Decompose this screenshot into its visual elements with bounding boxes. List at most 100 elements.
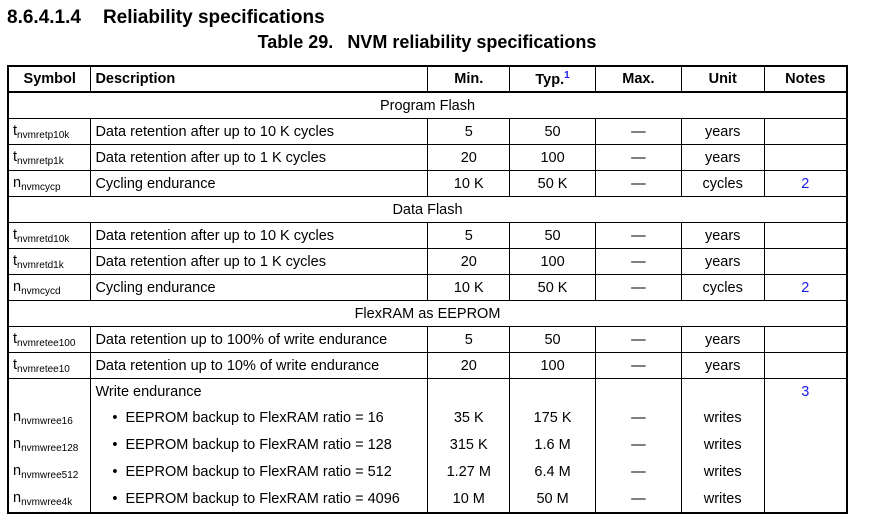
column-header: Max. <box>594 66 682 93</box>
typ: 50 <box>544 331 561 348</box>
column-header-text: Min. <box>454 71 484 87</box>
symbol: t <box>13 252 18 269</box>
notes-cell <box>763 248 848 275</box>
unit-cell: years <box>680 144 765 171</box>
notes-cell <box>763 458 848 485</box>
symbol: t <box>13 122 18 139</box>
spec-row: tnvmretp1k Data retention after up to 1 K… <box>7 144 848 171</box>
max: — <box>631 175 646 192</box>
symbol-cell <box>7 378 92 404</box>
max-cell: — <box>594 326 682 353</box>
min: 5 <box>464 123 473 140</box>
symbol-subscript: nvmretee10 <box>17 363 70 375</box>
unit: years <box>704 357 741 374</box>
symbol-subscript: nvmcycd <box>21 285 61 297</box>
notes-cell <box>763 222 848 249</box>
min: 20 <box>460 253 477 270</box>
symbol: n <box>13 489 22 506</box>
typ-cell: 6.4 M <box>509 458 596 485</box>
symbol-subscript: nvmwree512 <box>21 469 79 481</box>
description-cell: • EEPROM backup to FlexRAM ratio = 512 <box>90 458 429 485</box>
footnote-ref: 1 <box>564 70 570 82</box>
caption-label: Table 29. <box>257 32 334 52</box>
header-row: Symbol Description Min. Typ.1 Max. Unit Notes <box>7 66 848 93</box>
notes-cell: 2 <box>763 274 848 301</box>
bullet: • <box>112 463 118 480</box>
section-title: Program Flash <box>379 97 476 114</box>
min-cell: 10 K <box>427 170 511 197</box>
max-cell: — <box>594 404 682 431</box>
column-header: Min. <box>427 66 511 93</box>
unit-cell: years <box>680 222 765 249</box>
section-title: Data Flash <box>392 201 463 218</box>
unit-cell: writes <box>680 404 765 431</box>
typ-cell: 50 <box>509 326 596 353</box>
description: Data retention after up to 10 K cycles <box>95 227 335 244</box>
symbol: n <box>13 174 22 191</box>
typ-cell: 50 <box>509 118 596 145</box>
max: — <box>631 149 646 166</box>
max: — <box>631 279 646 296</box>
symbol-cell: tnvmretp10k <box>7 118 92 145</box>
section-number: 8.6.4.1.4 <box>7 7 81 28</box>
max: — <box>631 409 646 426</box>
unit: writes <box>703 436 742 453</box>
min-cell: 1.27 M <box>427 458 511 485</box>
min-cell: 20 <box>427 248 511 275</box>
bullet: • <box>112 490 118 507</box>
spec-row: tnvmretd10k Data retention after up to 10… <box>7 222 848 249</box>
notes-cell <box>763 404 848 431</box>
caption-text: NVM reliability specifications <box>347 32 597 52</box>
min: 10 M <box>452 490 485 507</box>
description-cell: • EEPROM backup to FlexRAM ratio = 128 <box>90 431 429 458</box>
min-cell: 10 K <box>427 274 511 301</box>
max-cell <box>594 378 682 404</box>
min-cell: 315 K <box>427 431 511 458</box>
unit-cell: writes <box>680 431 765 458</box>
typ: 175 K <box>533 409 572 426</box>
notes-cell: 3 <box>763 378 848 404</box>
min-cell: 5 <box>427 118 511 145</box>
min: 5 <box>464 331 473 348</box>
spec-row: nnvmcycd Cycling endurance 10 K 50 K — cycles… <box>7 274 848 301</box>
unit-cell: years <box>680 248 765 275</box>
symbol-subscript: nvmcycp <box>21 181 61 193</box>
unit: years <box>704 331 741 348</box>
description: EEPROM backup to FlexRAM ratio = 512 <box>125 463 392 480</box>
notes: 2 <box>801 279 810 296</box>
min: 5 <box>464 227 473 244</box>
description: Write endurance <box>95 383 202 400</box>
min-cell: 35 K <box>427 404 511 431</box>
unit-cell <box>680 378 765 404</box>
section-heading: 8.6.4.1.4 Reliability specifications <box>7 7 325 29</box>
typ-cell: 1.6 M <box>509 431 596 458</box>
section-title: Reliability specifications <box>102 7 325 28</box>
spec-table: Symbol Description Min. Typ.1 Max. Unit Notes P… <box>7 65 848 514</box>
symbol: n <box>13 435 22 452</box>
symbol-cell: tnvmretd1k <box>7 248 92 275</box>
min-cell: 20 <box>427 352 511 379</box>
max-cell: — <box>594 458 682 485</box>
symbol-cell: nnvmwree4k <box>7 485 92 513</box>
max: — <box>631 123 646 140</box>
typ-cell: 50 K <box>509 170 596 197</box>
symbol: t <box>13 148 18 165</box>
typ: 50 M <box>536 490 569 507</box>
min: 20 <box>460 357 477 374</box>
min-cell: 20 <box>427 144 511 171</box>
max: — <box>631 227 646 244</box>
column-header-text: Symbol <box>23 71 76 87</box>
description-cell: • EEPROM backup to FlexRAM ratio = 4096 <box>90 485 429 513</box>
min: 315 K <box>449 436 488 453</box>
column-header: Symbol <box>7 66 92 93</box>
max-cell: — <box>594 274 682 301</box>
description-cell: Write endurance <box>90 378 429 404</box>
description-cell: Data retention after up to 1 K cycles <box>90 248 429 275</box>
unit-cell: years <box>680 326 765 353</box>
bullet: • <box>112 436 118 453</box>
description-cell: Data retention up to 10% of write endura… <box>90 352 429 379</box>
bullet: • <box>112 409 118 426</box>
spec-subrow: nnvmwree16 • EEPROM backup to FlexRAM rati… <box>7 404 848 431</box>
column-header: Notes <box>763 66 848 93</box>
typ-cell: 50 <box>509 222 596 249</box>
